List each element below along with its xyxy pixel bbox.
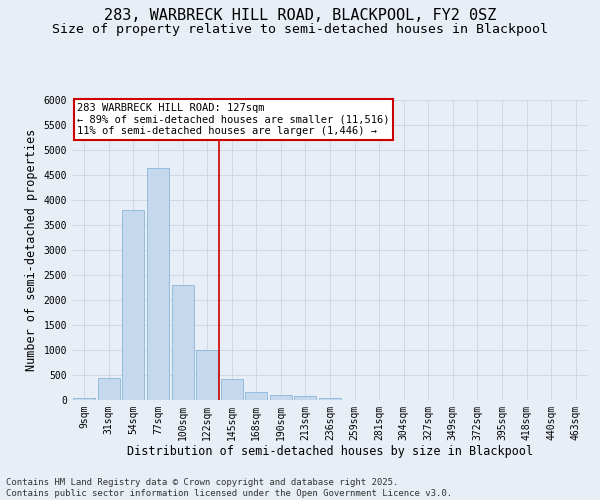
Y-axis label: Number of semi-detached properties: Number of semi-detached properties xyxy=(25,129,38,371)
Bar xyxy=(147,168,169,400)
Text: Contains HM Land Registry data © Crown copyright and database right 2025.
Contai: Contains HM Land Registry data © Crown c… xyxy=(6,478,452,498)
Text: 283, WARBRECK HILL ROAD, BLACKPOOL, FY2 0SZ: 283, WARBRECK HILL ROAD, BLACKPOOL, FY2 … xyxy=(104,8,496,22)
Bar xyxy=(221,379,243,400)
Bar xyxy=(172,285,194,400)
Text: Distribution of semi-detached houses by size in Blackpool: Distribution of semi-detached houses by … xyxy=(127,445,533,458)
Bar xyxy=(73,398,95,400)
Text: Size of property relative to semi-detached houses in Blackpool: Size of property relative to semi-detach… xyxy=(52,22,548,36)
Text: 283 WARBRECK HILL ROAD: 127sqm
← 89% of semi-detached houses are smaller (11,516: 283 WARBRECK HILL ROAD: 127sqm ← 89% of … xyxy=(77,103,389,136)
Bar xyxy=(196,350,218,400)
Bar xyxy=(122,210,145,400)
Bar xyxy=(295,396,316,400)
Bar xyxy=(98,378,120,400)
Bar xyxy=(245,392,268,400)
Bar xyxy=(319,398,341,400)
Bar xyxy=(270,395,292,400)
